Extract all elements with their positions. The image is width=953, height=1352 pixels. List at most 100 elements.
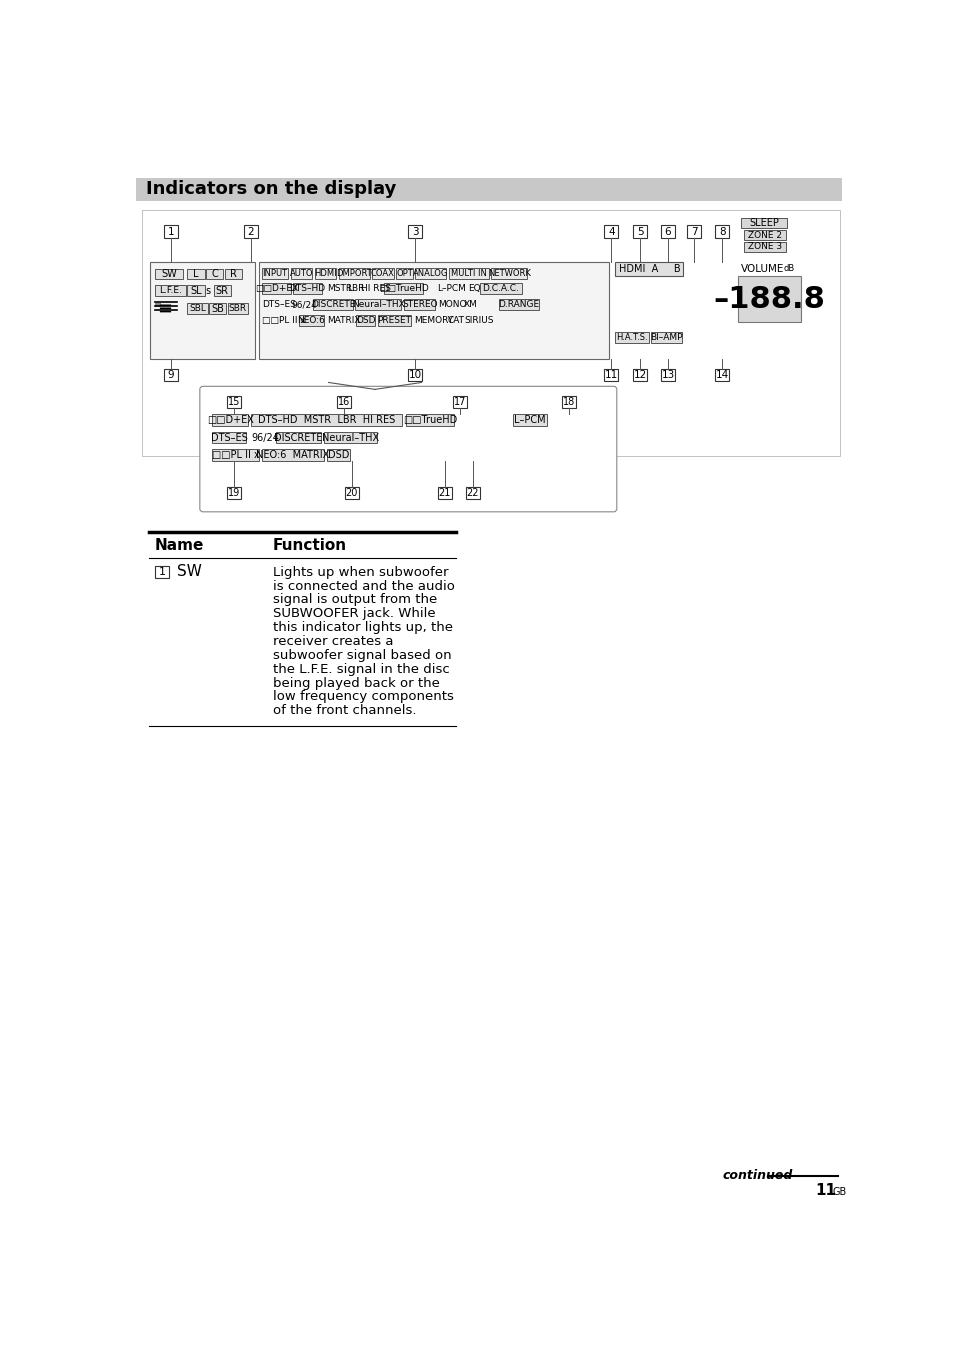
Text: 20: 20	[345, 488, 357, 499]
Text: DTS–HD: DTS–HD	[289, 284, 325, 293]
Text: this indicator lights up, the: this indicator lights up, the	[273, 621, 453, 634]
Bar	[604, 226, 618, 238]
Bar	[437, 487, 452, 499]
Text: CAT: CAT	[447, 316, 464, 326]
Bar	[372, 268, 394, 279]
Text: HI RES: HI RES	[360, 284, 391, 293]
Text: □□TrueHD: □□TrueHD	[402, 415, 456, 425]
Bar	[355, 299, 401, 310]
Bar	[498, 299, 538, 310]
Text: Neural–THX: Neural–THX	[352, 300, 404, 310]
Text: DISCRETE: DISCRETE	[311, 300, 355, 310]
Text: Function: Function	[273, 538, 347, 553]
Bar	[448, 268, 488, 279]
Text: DTS–ES: DTS–ES	[261, 300, 295, 310]
Text: ANALOG: ANALOG	[413, 269, 448, 277]
Text: 18: 18	[562, 396, 575, 407]
Text: R: R	[230, 269, 236, 279]
Bar	[395, 268, 413, 279]
Bar	[336, 396, 351, 408]
Bar	[213, 285, 231, 296]
Text: 1: 1	[158, 566, 165, 577]
Text: being played back or the: being played back or the	[273, 676, 439, 690]
Bar	[404, 299, 435, 310]
Text: DISCRETE: DISCRETE	[274, 433, 322, 442]
Text: MSTR: MSTR	[327, 284, 352, 293]
Text: 1: 1	[168, 227, 174, 237]
Bar	[660, 369, 674, 381]
Bar	[291, 268, 312, 279]
Bar	[604, 369, 618, 381]
Bar	[164, 226, 178, 238]
Text: MATRIX: MATRIX	[327, 316, 360, 326]
Text: 2: 2	[248, 227, 254, 237]
Bar	[633, 369, 646, 381]
Text: SBL: SBL	[189, 304, 206, 314]
Bar	[142, 210, 840, 457]
Bar	[154, 269, 183, 280]
Text: 6: 6	[664, 227, 671, 237]
Text: of the front channels.: of the front channels.	[273, 704, 416, 718]
Text: BI–AMP: BI–AMP	[649, 334, 682, 342]
Bar	[261, 449, 323, 461]
Bar	[715, 226, 728, 238]
Bar	[737, 276, 801, 322]
Bar	[650, 333, 681, 343]
Text: □□PL II x: □□PL II x	[212, 450, 259, 460]
Bar	[715, 369, 728, 381]
Text: C: C	[211, 269, 217, 279]
Bar	[224, 269, 241, 280]
Bar	[323, 431, 376, 443]
Text: D.C.A.C.: D.C.A.C.	[482, 284, 518, 293]
Bar	[615, 333, 649, 343]
Text: HDMI: HDMI	[314, 269, 336, 277]
Text: MEMORY: MEMORY	[414, 316, 453, 326]
Bar	[298, 315, 323, 326]
Bar	[227, 487, 241, 499]
Bar	[209, 303, 226, 314]
Bar	[187, 269, 204, 280]
Bar	[261, 283, 291, 293]
Text: 3: 3	[412, 227, 418, 237]
Text: DTS–ES: DTS–ES	[211, 433, 248, 442]
Text: MULTI IN: MULTI IN	[451, 269, 486, 277]
Text: NEO:6: NEO:6	[297, 316, 325, 326]
Text: dB: dB	[782, 264, 794, 273]
Text: PRESET: PRESET	[377, 316, 411, 326]
Text: DTS–HD  MSTR  LBR  HI RES: DTS–HD MSTR LBR HI RES	[257, 415, 395, 425]
Bar	[338, 268, 369, 279]
Text: s: s	[206, 285, 211, 296]
FancyBboxPatch shape	[199, 387, 617, 512]
Text: INPUT: INPUT	[262, 269, 287, 277]
Text: □□D+EX: □□D+EX	[207, 415, 253, 425]
Bar	[206, 269, 223, 280]
Text: VOLUME: VOLUME	[740, 264, 783, 273]
Bar	[465, 487, 479, 499]
Bar	[406, 414, 454, 426]
Bar	[743, 242, 785, 251]
Text: 12: 12	[633, 369, 646, 380]
Text: COAX: COAX	[371, 269, 395, 277]
Text: H.A.T.S.: H.A.T.S.	[616, 334, 647, 342]
Text: 5: 5	[636, 227, 642, 237]
Text: EQ: EQ	[468, 284, 480, 293]
Text: the L.F.E. signal in the disc: the L.F.E. signal in the disc	[273, 662, 449, 676]
Bar	[327, 449, 350, 461]
Bar	[513, 414, 546, 426]
Text: Lights up when subwoofer: Lights up when subwoofer	[273, 565, 448, 579]
Text: 11: 11	[604, 369, 618, 380]
Text: 17: 17	[454, 396, 466, 407]
Text: 8: 8	[719, 227, 724, 237]
Bar	[228, 303, 248, 314]
Text: LBR: LBR	[347, 284, 364, 293]
Bar	[453, 396, 467, 408]
Text: SW: SW	[161, 269, 176, 279]
Text: ≡: ≡	[156, 300, 172, 318]
Bar	[561, 396, 575, 408]
Bar	[261, 268, 288, 279]
Bar	[212, 431, 246, 443]
Text: GB: GB	[831, 1187, 845, 1198]
Text: NEO:6  MATRIX: NEO:6 MATRIX	[256, 450, 329, 460]
Text: L–PCM: L–PCM	[514, 415, 545, 425]
Text: SLEEP: SLEEP	[748, 218, 779, 228]
